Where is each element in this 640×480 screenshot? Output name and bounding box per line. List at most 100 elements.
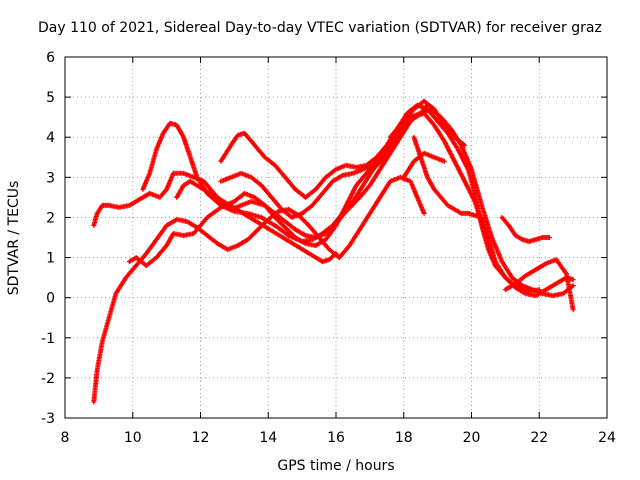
data-point <box>473 200 477 203</box>
data-point <box>283 176 287 179</box>
x-tick-label: 8 <box>61 430 70 446</box>
data-point <box>571 278 575 281</box>
data-point <box>229 176 233 179</box>
data-point <box>287 208 290 211</box>
data-point <box>541 236 544 239</box>
data-point <box>348 244 351 247</box>
data-point <box>463 180 466 183</box>
data-point <box>128 204 131 207</box>
data-point <box>256 228 260 231</box>
data-point <box>172 172 175 175</box>
data-point <box>148 172 151 175</box>
series-markers <box>502 257 576 313</box>
data-point <box>409 180 412 183</box>
data-point <box>107 204 111 207</box>
data-point <box>382 152 385 155</box>
data-point <box>331 224 334 227</box>
data-point <box>92 400 95 404</box>
data-point <box>422 99 426 103</box>
data-point <box>246 238 250 241</box>
data-point <box>233 200 236 203</box>
data-point <box>311 204 314 207</box>
data-point <box>355 166 358 169</box>
data-point <box>412 160 416 163</box>
data-point <box>473 192 477 195</box>
data-point <box>460 212 463 215</box>
data-point <box>92 224 95 227</box>
data-point <box>189 156 192 159</box>
data-point <box>219 204 223 207</box>
data-point <box>124 276 128 279</box>
data-point <box>304 234 307 237</box>
data-point <box>368 184 372 187</box>
data-point <box>182 136 185 139</box>
data-point <box>399 123 402 127</box>
data-point <box>378 168 382 171</box>
series-track-a <box>91 102 430 240</box>
data-point <box>571 308 575 311</box>
data-point <box>101 340 104 343</box>
data-point <box>134 264 138 267</box>
data-point <box>521 284 524 287</box>
data-point <box>314 188 317 191</box>
data-point <box>412 136 416 139</box>
data-point <box>405 111 409 115</box>
data-point <box>534 238 538 241</box>
data-point <box>534 294 538 297</box>
data-point <box>416 103 419 107</box>
y-tick-label: 5 <box>46 90 55 106</box>
data-point <box>358 228 361 231</box>
data-point <box>219 160 223 163</box>
x-tick-label: 20 <box>463 430 481 446</box>
data-point <box>389 136 392 139</box>
data-point <box>250 200 253 203</box>
data-point <box>128 260 131 263</box>
data-point <box>270 196 273 199</box>
data-point <box>145 252 148 255</box>
data-points <box>91 98 576 405</box>
data-point <box>172 232 175 235</box>
x-tick-label: 10 <box>124 430 142 446</box>
data-point <box>466 212 470 215</box>
data-point <box>514 282 517 285</box>
data-point <box>402 176 405 179</box>
data-point <box>460 144 463 147</box>
data-point <box>175 218 178 221</box>
series-track-g <box>387 106 576 299</box>
data-point <box>118 206 121 209</box>
data-point <box>351 172 355 175</box>
data-point <box>307 224 311 227</box>
data-point <box>260 184 263 187</box>
data-point <box>443 160 446 163</box>
data-point <box>236 134 239 137</box>
data-point <box>168 121 172 125</box>
series-track-f <box>218 110 576 299</box>
data-point <box>338 256 341 259</box>
data-point <box>185 220 189 223</box>
data-point <box>355 184 358 187</box>
data-point <box>294 188 297 191</box>
data-point <box>145 264 148 267</box>
series-markers <box>387 106 576 299</box>
data-point <box>189 180 192 183</box>
data-point <box>358 196 361 199</box>
data-point <box>544 288 548 291</box>
y-axis-label: SDTVAR / TECUs <box>6 181 22 296</box>
y-tick-label: 0 <box>46 291 55 307</box>
x-tick-label: 14 <box>259 430 277 446</box>
data-point <box>243 192 246 195</box>
data-point <box>283 220 287 223</box>
data-point <box>321 260 324 263</box>
data-point <box>239 172 243 175</box>
data-point <box>263 204 267 207</box>
y-tick-label: -3 <box>41 411 55 427</box>
data-point <box>368 212 372 215</box>
data-point <box>341 174 344 177</box>
data-point <box>311 238 314 241</box>
data-point <box>290 216 294 219</box>
data-point <box>385 156 389 159</box>
series-markers <box>218 110 576 299</box>
data-point <box>95 368 99 372</box>
data-point <box>321 232 324 235</box>
y-tick-label: -1 <box>41 331 55 347</box>
